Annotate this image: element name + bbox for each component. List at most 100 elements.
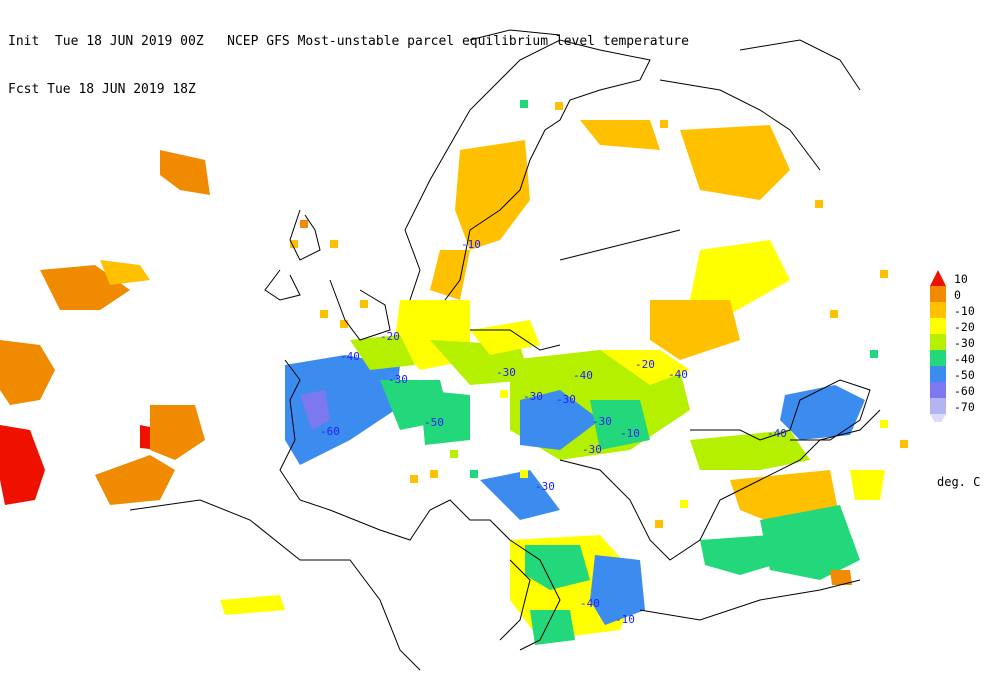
map-header: Init Tue 18 JUN 2019 00Z NCEP GFS Most-u… xyxy=(8,2,689,114)
field-region xyxy=(760,505,860,580)
legend-swatch xyxy=(930,334,946,350)
legend-swatch xyxy=(930,382,946,398)
field-region xyxy=(780,385,865,440)
contour-label: -20 xyxy=(380,330,400,343)
field-cell xyxy=(815,200,823,208)
legend-units: deg. C xyxy=(937,475,981,489)
coastline-ireland xyxy=(264,269,301,301)
field-cell xyxy=(520,100,528,108)
legend-tick-label: -20 xyxy=(954,320,975,334)
coastline-north-africa xyxy=(129,499,421,671)
field-region xyxy=(530,610,575,645)
legend-tick-label: -70 xyxy=(954,400,975,414)
legend-tick-label: -50 xyxy=(954,368,975,382)
field-region xyxy=(285,355,400,465)
temperature-field-layer xyxy=(0,100,908,645)
contour-label: -30 xyxy=(592,415,612,428)
field-region xyxy=(160,150,210,195)
field-region xyxy=(680,125,790,200)
field-region xyxy=(0,340,55,405)
field-region xyxy=(150,405,205,460)
contour-label: -40 xyxy=(340,350,360,363)
coastline-balkans xyxy=(559,409,881,561)
field-cell xyxy=(555,102,563,110)
coastline-western-europe xyxy=(279,359,561,651)
field-region xyxy=(600,350,690,385)
field-region xyxy=(580,120,660,150)
legend-swatch xyxy=(930,398,946,414)
color-legend: 10 0 -10 -20 -30 -40 -50 -60 -70 xyxy=(928,262,998,428)
legend-tick-label: -60 xyxy=(954,384,975,398)
contour-label: -40 xyxy=(573,369,593,382)
contour-label: -60 xyxy=(320,425,340,438)
contour-label: -30 xyxy=(535,480,555,493)
contour-label: -10 xyxy=(620,427,640,440)
legend-swatch-top-arrow xyxy=(930,270,946,286)
legend-swatch xyxy=(930,286,946,302)
contour-label: -10 xyxy=(461,238,481,251)
coastline-italy-boot xyxy=(499,559,531,641)
contour-label: -30 xyxy=(556,393,576,406)
field-region xyxy=(0,425,45,505)
field-cell xyxy=(470,470,478,478)
field-region xyxy=(850,470,885,500)
field-region xyxy=(830,570,852,585)
field-region xyxy=(590,400,650,450)
field-cell xyxy=(900,440,908,448)
field-cell xyxy=(600,120,608,128)
map-canvas: -10 -20 -40 -30 -60 -50 -30 -40 -30 -30 -10 -30 -40 -… xyxy=(0,29,908,671)
legend-colorbar xyxy=(930,270,946,428)
field-cell xyxy=(500,390,508,398)
field-cell xyxy=(450,450,458,458)
field-cell xyxy=(830,310,838,318)
coastline-layer xyxy=(129,29,881,671)
legend-swatch-bottom-arrow xyxy=(930,414,946,428)
coastline-scotland xyxy=(289,209,321,261)
coastline-england xyxy=(329,279,391,341)
field-cell xyxy=(680,500,688,508)
contour-label: -40 xyxy=(580,597,600,610)
legend-tick-label: 10 xyxy=(954,272,968,286)
contour-label: -50 xyxy=(424,416,444,429)
field-cell xyxy=(320,310,328,318)
coastline-arctic-east xyxy=(739,39,861,91)
field-region xyxy=(95,455,175,505)
field-cell xyxy=(870,350,878,358)
field-region xyxy=(590,555,645,625)
field-region xyxy=(470,320,540,355)
legend-tick-label: -10 xyxy=(954,304,975,318)
field-region xyxy=(220,595,285,615)
field-cell xyxy=(520,470,528,478)
contour-label: -10 xyxy=(615,613,635,626)
field-region xyxy=(455,140,530,250)
field-region xyxy=(525,545,590,590)
field-region xyxy=(350,335,415,370)
contour-label: -30 xyxy=(388,373,408,386)
coastline-gulf-finland xyxy=(559,229,681,261)
field-cell xyxy=(660,120,668,128)
legend-swatch xyxy=(930,302,946,318)
forecast-time-title: Fcst Tue 18 JUN 2019 18Z xyxy=(8,82,196,97)
coastline-levant xyxy=(639,579,861,621)
contour-label: -20 xyxy=(635,358,655,371)
field-region xyxy=(100,260,150,285)
init-time-title: Init Tue 18 JUN 2019 00Z NCEP GFS Most-u… xyxy=(8,34,689,49)
field-region xyxy=(690,430,810,470)
legend-tick-label: 0 xyxy=(954,288,961,302)
field-region xyxy=(650,300,740,360)
legend-tick-label: -40 xyxy=(954,352,975,366)
coastline-north-cape xyxy=(469,29,561,41)
field-cell xyxy=(290,240,298,248)
field-cell xyxy=(880,420,888,428)
field-cell xyxy=(360,300,368,308)
coastline-baltic-south xyxy=(470,329,561,351)
contour-label: -30 xyxy=(523,390,543,403)
contour-label: -30 xyxy=(582,443,602,456)
field-cell xyxy=(300,220,308,228)
contour-label: -30 xyxy=(496,366,516,379)
field-cell xyxy=(410,475,418,483)
contour-label: -40 xyxy=(767,427,787,440)
field-cell xyxy=(340,320,348,328)
coastline-scandinavia xyxy=(404,39,651,301)
legend-tick-label: -30 xyxy=(954,336,975,350)
